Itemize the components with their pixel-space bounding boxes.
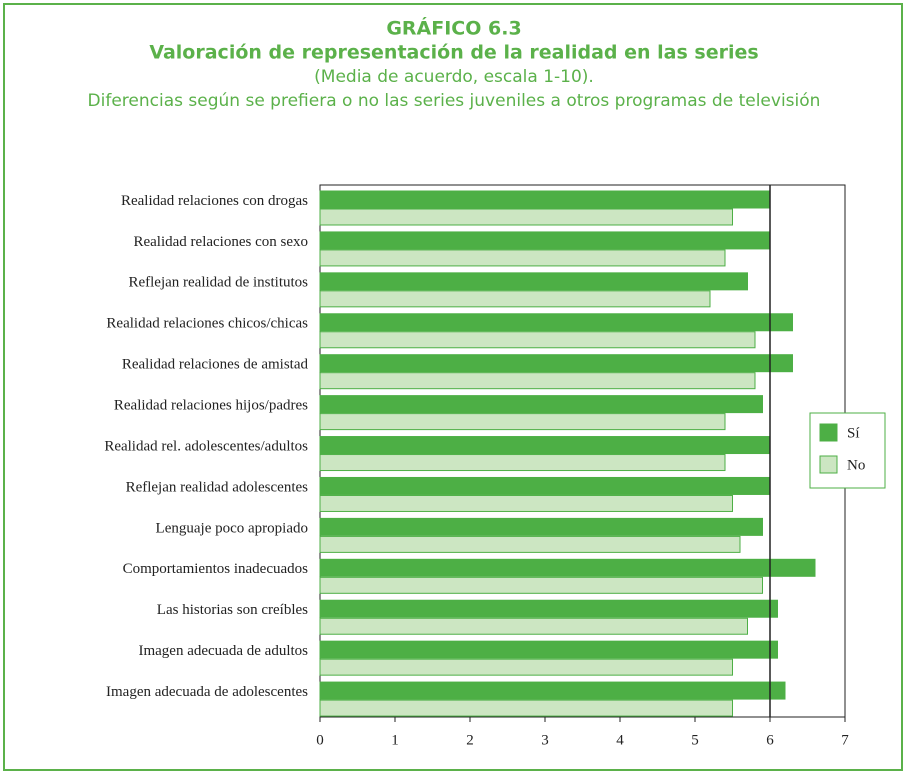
bar (319, 699, 733, 717)
legend-label: No (847, 457, 865, 473)
bar (319, 476, 771, 495)
y-tick-label: Imagen adecuada de adolescentes (106, 684, 308, 700)
bar (319, 413, 726, 431)
bar (319, 599, 778, 618)
bar (319, 494, 733, 512)
y-tick-label: Realidad rel. adolescentes/adultos (104, 438, 308, 454)
x-tick-label: 2 (466, 732, 474, 748)
bar (319, 208, 733, 226)
bar (319, 658, 733, 676)
bar (319, 272, 748, 291)
legend-swatch (819, 455, 838, 474)
y-tick-label: Realidad relaciones con drogas (121, 193, 308, 209)
bar (319, 290, 711, 308)
y-tick-label: Realidad relaciones con sexo (133, 234, 308, 250)
x-tick-label: 5 (691, 732, 699, 748)
bar (319, 436, 771, 455)
y-tick-label: Las historias son creíbles (157, 602, 308, 618)
bar (319, 535, 741, 553)
y-tick-label: Lenguaje poco apropiado (156, 520, 308, 536)
bar (319, 372, 756, 390)
bar (319, 640, 778, 659)
bar (319, 517, 763, 536)
y-tick-label: Reflejan realidad adolescentes (126, 479, 309, 495)
x-tick-label: 0 (316, 732, 324, 748)
bar (319, 331, 756, 349)
bar (319, 558, 816, 577)
chart-note: (Media de acuerdo, escala 1-10). (314, 67, 594, 87)
bar (319, 454, 726, 472)
x-tick-label: 4 (616, 732, 624, 748)
chart-subtitle: Valoración de representación de la reali… (149, 42, 758, 64)
bar (319, 231, 771, 250)
bar (319, 395, 763, 414)
y-tick-label: Realidad relaciones chicos/chicas (106, 316, 308, 332)
chart-description: Diferencias según se prefiera o no las s… (88, 91, 821, 111)
bar (319, 354, 793, 373)
bar (319, 313, 793, 332)
legend-swatch (819, 423, 838, 442)
bar (319, 617, 748, 635)
x-tick-label: 1 (391, 732, 399, 748)
bar (319, 249, 726, 267)
x-tick-label: 6 (766, 732, 774, 748)
bar (319, 576, 763, 594)
legend-label: Sí (847, 425, 860, 441)
y-tick-label: Comportamientos inadecuados (123, 561, 309, 577)
y-tick-label: Realidad relaciones de amistad (122, 357, 309, 373)
y-tick-label: Realidad relaciones hijos/padres (114, 398, 308, 414)
bar (319, 190, 771, 209)
y-tick-label: Imagen adecuada de adultos (138, 643, 308, 659)
bar (319, 681, 786, 700)
x-tick-label: 3 (541, 732, 549, 748)
x-tick-label: 7 (841, 732, 849, 748)
chart-title: GRÁFICO 6.3 (386, 17, 521, 40)
y-tick-label: Reflejan realidad de institutos (128, 275, 308, 291)
